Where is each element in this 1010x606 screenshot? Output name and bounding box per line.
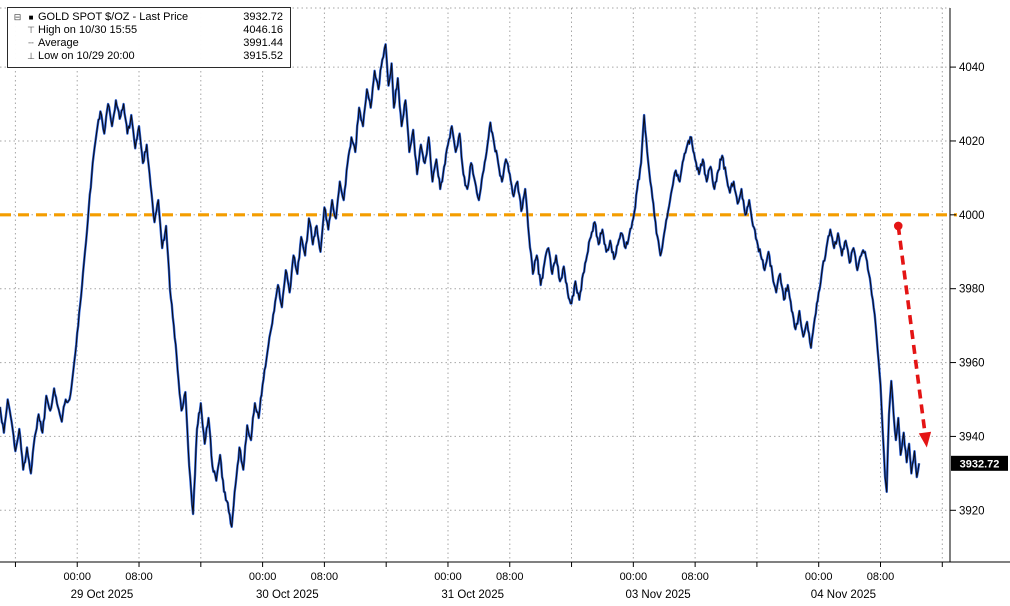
legend-label-average: Average (38, 37, 79, 49)
expand-icon[interactable]: ⊟ (13, 12, 22, 22)
high-marker-icon: ⊤ (27, 25, 35, 35)
legend-row-high[interactable]: ⊤ High on 10/30 15:55 4046.16 (11, 24, 285, 37)
x-date-label: 30 Oct 2025 (256, 589, 319, 601)
drop-arrow-shaft (896, 225, 928, 436)
x-time-label: 00:00 (805, 571, 833, 583)
x-date-label: 04 Nov 2025 (811, 589, 876, 601)
x-date-label: 03 Nov 2025 (625, 589, 690, 601)
last-price-tag-text: 3932.72 (960, 458, 1000, 470)
y-tick-label: 4020 (959, 136, 985, 148)
x-date-label: 29 Oct 2025 (71, 589, 134, 601)
average-marker-icon: ┄ (28, 38, 34, 48)
x-time-label: 08:00 (311, 571, 339, 583)
x-time-label: 08:00 (496, 571, 524, 583)
y-tick-label: 3920 (959, 505, 985, 517)
chart-legend: ⊟ ■ GOLD SPOT $/OZ - Last Price 3932.72 … (7, 7, 291, 68)
series-marker-icon: ■ (28, 13, 34, 22)
y-tick-label: 4000 (959, 210, 985, 222)
x-time-label: 08:00 (681, 571, 709, 583)
y-tick-label: 3960 (959, 358, 985, 370)
x-date-label: 31 Oct 2025 (441, 589, 504, 601)
y-tick-label: 3940 (959, 431, 985, 443)
last-price-tag (951, 455, 1008, 471)
drop-arrow-head (918, 431, 932, 448)
x-time-label: 00:00 (434, 571, 462, 583)
legend-row-last-price[interactable]: ⊟ ■ GOLD SPOT $/OZ - Last Price 3932.72 (11, 11, 285, 24)
legend-row-low[interactable]: ⊥ Low on 10/29 20:00 3915.52 (11, 50, 285, 63)
y-tick-label: 3980 (959, 284, 985, 296)
y-tick-label: 4040 (959, 62, 985, 74)
drop-arrow-dot (893, 221, 903, 231)
legend-label-last-price: GOLD SPOT $/OZ - Last Price (38, 11, 189, 23)
legend-value-average: 3991.44 (243, 37, 283, 49)
legend-value-low: 3915.52 (243, 50, 283, 62)
x-time-label: 00:00 (63, 571, 91, 583)
legend-label-high: High on 10/30 15:55 (38, 24, 138, 36)
legend-value-last-price: 3932.72 (243, 11, 283, 23)
x-time-label: 08:00 (867, 571, 895, 583)
price-line (0, 43, 920, 528)
x-time-label: 00:00 (249, 571, 277, 583)
legend-label-low: Low on 10/29 20:00 (38, 50, 135, 62)
legend-row-average[interactable]: ┄ Average 3991.44 (11, 37, 285, 50)
x-time-label: 00:00 (620, 571, 648, 583)
low-marker-icon: ⊥ (27, 51, 35, 61)
legend-value-high: 4046.16 (243, 24, 283, 36)
x-time-label: 08:00 (125, 571, 153, 583)
